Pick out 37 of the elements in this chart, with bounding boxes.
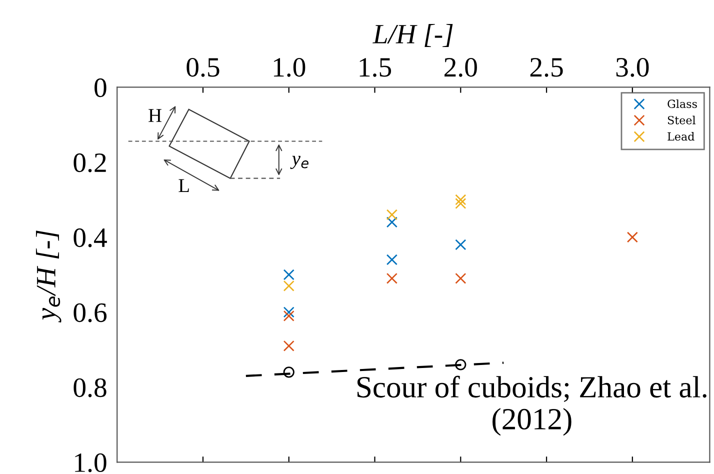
- x-tick-label: 1.0: [274, 58, 306, 77]
- x-tick-label: 0.5: [186, 58, 220, 77]
- point: [455, 359, 466, 370]
- y-tick-label: 0.6: [74, 303, 107, 322]
- x-tick-label: 3.0: [616, 58, 649, 77]
- legend-label: Glass: [668, 99, 697, 108]
- x-tick-label: 2.0: [444, 58, 477, 77]
- x-axis-title: L/H [-]: [372, 24, 453, 47]
- point: [283, 306, 294, 318]
- x-tick-label: 2.5: [530, 58, 563, 77]
- annotation: y$_{e}$: [290, 156, 308, 170]
- point: [626, 232, 638, 243]
- y-tick-label: 1.0: [75, 453, 106, 472]
- point: [386, 209, 398, 220]
- point: [386, 272, 398, 284]
- y-tick-label: 0.8: [74, 378, 106, 398]
- point: [455, 272, 466, 284]
- point: [283, 366, 294, 378]
- y-tick-label: 0.4: [74, 228, 107, 248]
- point: [455, 194, 466, 206]
- point: [283, 269, 294, 280]
- annotation: H: [148, 109, 162, 122]
- point: [283, 280, 294, 292]
- point: [283, 310, 294, 322]
- y-axis-title: y$_{e}$/H [-]: [36, 230, 62, 323]
- annotation: Scour of cuboids; Zhao et al. (2012): [357, 376, 706, 436]
- x-tick-label: 1.5: [360, 58, 392, 77]
- point: [283, 340, 294, 352]
- point: [386, 254, 398, 266]
- annotation: L: [178, 179, 189, 192]
- y-tick-label: 0.2: [74, 153, 106, 172]
- y-tick-label: 0: [94, 78, 106, 98]
- legend-label: Steel: [668, 116, 696, 124]
- point: [455, 198, 466, 209]
- point: [455, 239, 466, 250]
- point: [386, 216, 398, 228]
- legend-label: Lead: [668, 132, 694, 141]
